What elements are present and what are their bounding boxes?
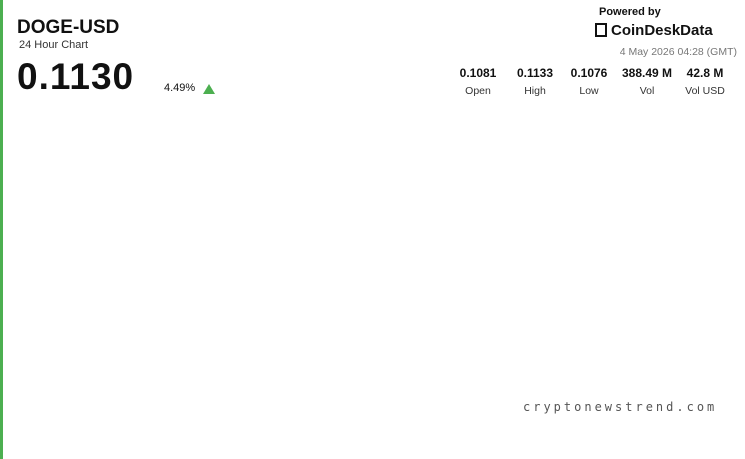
symbol: DOGE-USD [17,17,120,38]
stat-value: 0.1133 [516,66,554,80]
stat: 0.1081 Open [448,66,508,97]
brand-logo [595,23,607,37]
stat-value: 0.1076 [570,66,608,80]
stat-value: 0.1081 [459,66,497,80]
stat: 0.1133 High [505,66,565,97]
stat: 42.8 M Vol USD [675,66,735,97]
up-arrow [203,84,215,94]
timestamp: 4 May 2026 04:28 (GMT) [619,46,737,58]
stat-value: 42.8 M [686,66,724,80]
price: 0.1130 [17,56,135,97]
brand: CoinDeskData [611,22,713,39]
watermark: cryptonewstrend.com [523,400,718,414]
stat: 0.1076 Low [559,66,619,97]
subtitle: 24 Hour Chart [19,39,89,51]
stat-label: Vol [639,85,655,97]
change: 4.49% [164,82,196,94]
stat-label: Open [465,85,491,97]
stat-label: High [524,85,546,97]
stat-value: 388.49 M [621,66,673,80]
stat-label: Low [579,85,599,97]
stat-label: Vol USD [685,85,725,97]
stat: 388.49 M Vol [617,66,677,97]
powered-by: Powered by [599,6,661,18]
